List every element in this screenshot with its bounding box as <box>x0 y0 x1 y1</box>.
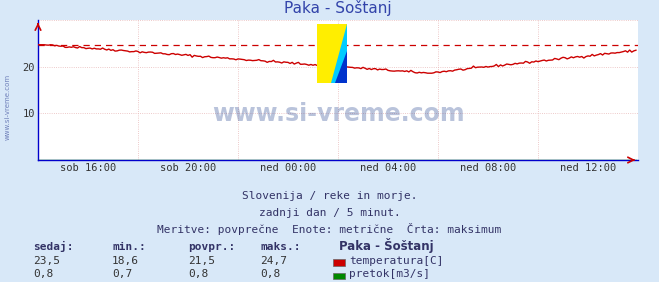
Polygon shape <box>335 51 347 83</box>
Text: 0,8: 0,8 <box>260 269 281 279</box>
Title: Paka - Šoštanj: Paka - Šoštanj <box>284 0 392 16</box>
Text: 0,8: 0,8 <box>33 269 53 279</box>
Text: pretok[m3/s]: pretok[m3/s] <box>349 269 430 279</box>
Text: www.si-vreme.com: www.si-vreme.com <box>212 102 465 126</box>
Text: www.si-vreme.com: www.si-vreme.com <box>5 74 11 140</box>
Text: povpr.:: povpr.: <box>188 242 235 252</box>
Text: 18,6: 18,6 <box>112 256 139 266</box>
Text: Meritve: povprečne  Enote: metrične  Črta: maksimum: Meritve: povprečne Enote: metrične Črta:… <box>158 223 501 235</box>
Bar <box>317 24 347 83</box>
Text: 0,8: 0,8 <box>188 269 208 279</box>
Text: maks.:: maks.: <box>260 242 301 252</box>
Text: 24,7: 24,7 <box>260 256 287 266</box>
Text: min.:: min.: <box>112 242 146 252</box>
Text: sedaj:: sedaj: <box>33 241 73 252</box>
Text: Slovenija / reke in morje.: Slovenija / reke in morje. <box>242 191 417 201</box>
Polygon shape <box>331 24 347 83</box>
Text: zadnji dan / 5 minut.: zadnji dan / 5 minut. <box>258 208 401 218</box>
Text: 23,5: 23,5 <box>33 256 60 266</box>
Text: Paka - Šoštanj: Paka - Šoštanj <box>339 237 434 253</box>
Text: 0,7: 0,7 <box>112 269 132 279</box>
Text: 21,5: 21,5 <box>188 256 215 266</box>
Text: temperatura[C]: temperatura[C] <box>349 256 444 266</box>
